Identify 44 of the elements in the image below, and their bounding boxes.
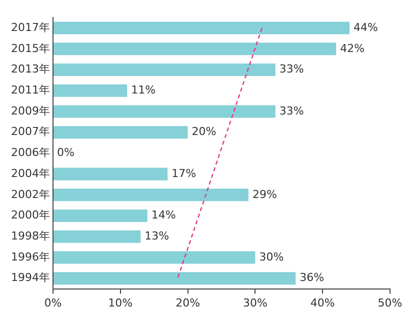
bar — [53, 272, 296, 285]
bar — [53, 126, 188, 139]
y-tick-label: 2000年 — [10, 208, 50, 222]
bar — [53, 84, 128, 97]
data-label: 44% — [354, 20, 378, 34]
data-label: 29% — [252, 188, 277, 201]
data-label: 42% — [340, 42, 365, 55]
data-label: 36% — [300, 271, 324, 284]
y-tick-label: 2004年 — [10, 166, 50, 180]
data-label: 14% — [151, 208, 176, 222]
y-tick-label: 2007年 — [10, 125, 50, 138]
bar — [53, 230, 141, 243]
bar — [53, 168, 168, 180]
y-tick-label: 1998年 — [10, 230, 50, 243]
bar — [53, 251, 256, 264]
y-tick-label: 1994年 — [10, 271, 50, 284]
x-tick-label: 30% — [242, 296, 268, 310]
bar — [53, 63, 276, 76]
x-tick-label: 40% — [310, 296, 335, 310]
data-label: 20% — [192, 125, 216, 138]
data-label: 17% — [172, 166, 196, 180]
x-tick-label: 50% — [378, 296, 402, 310]
data-label: 33% — [279, 104, 304, 118]
y-tick-label: 2006年 — [10, 146, 50, 160]
y-tick-label: 2017年 — [10, 20, 50, 34]
data-label: 0% — [56, 146, 74, 160]
x-tick-label: 0% — [44, 296, 62, 310]
data-label: 33% — [279, 62, 304, 76]
data-label: 30% — [259, 250, 284, 264]
x-tick-label: 10% — [108, 296, 133, 310]
bar — [53, 42, 336, 56]
bar — [53, 188, 248, 202]
x-tick-label: 20% — [176, 296, 200, 310]
data-label: 11% — [131, 83, 156, 96]
bar — [53, 105, 276, 118]
y-tick-label: 1996年 — [10, 250, 50, 264]
y-tick-label: 2011年 — [10, 83, 50, 96]
bar — [53, 22, 350, 34]
y-tick-label: 2009年 — [10, 104, 50, 118]
bar — [53, 210, 148, 222]
y-tick-label: 2002年 — [10, 188, 50, 201]
y-tick-label: 2015年 — [10, 42, 50, 55]
y-tick-label: 2013年 — [10, 62, 50, 76]
data-label: 13% — [144, 230, 170, 243]
